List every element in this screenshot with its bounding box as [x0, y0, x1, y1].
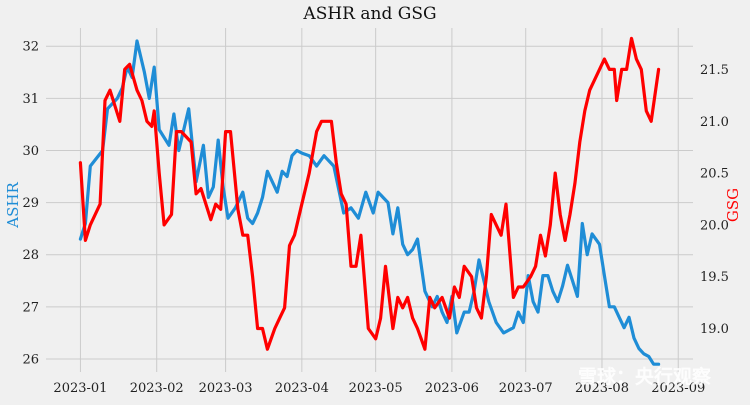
left-tick-label: 32	[22, 40, 39, 55]
x-tick-label: 2023-06	[425, 381, 479, 396]
right-tick-label: 20.0	[700, 218, 729, 233]
x-tick-label: 2023-03	[199, 381, 253, 396]
right-axis-label: GSG	[724, 188, 742, 222]
chart-title: ASHR and GSG	[302, 4, 436, 24]
left-tick-label: 29	[22, 196, 39, 211]
x-tick-label: 2023-08	[575, 381, 629, 396]
right-tick-label: 21.0	[700, 115, 729, 130]
x-tick-label: 2023-07	[499, 381, 553, 396]
x-tick-label: 2023-04	[275, 381, 329, 396]
left-tick-label: 30	[22, 144, 39, 159]
right-tick-label: 19.0	[700, 322, 729, 337]
series-layer	[78, 36, 661, 366]
right-tick-label: 20.5	[700, 167, 729, 182]
axes: 26 27 28 29 30 31 32 19.0 19.5 20.0 20.5 21.0 21.5 20…	[22, 40, 729, 396]
x-tick-label: 2023-05	[349, 381, 403, 396]
right-tick-label: 19.5	[700, 270, 729, 285]
left-tick-label: 26	[22, 352, 39, 367]
left-axis-label: ASHR	[4, 182, 22, 229]
series-gsg-line	[78, 36, 661, 351]
series-ashr-line	[78, 39, 661, 366]
x-tick-label: 2023-02	[130, 381, 184, 396]
x-tick-label: 2023-09	[651, 381, 705, 396]
left-tick-label: 31	[22, 92, 39, 107]
right-tick-label: 21.5	[700, 63, 729, 78]
left-tick-label: 28	[22, 248, 39, 263]
watermark: 雪球：央行观察	[578, 365, 712, 388]
x-tick-label: 2023-01	[53, 381, 107, 396]
left-tick-label: 27	[22, 300, 39, 315]
